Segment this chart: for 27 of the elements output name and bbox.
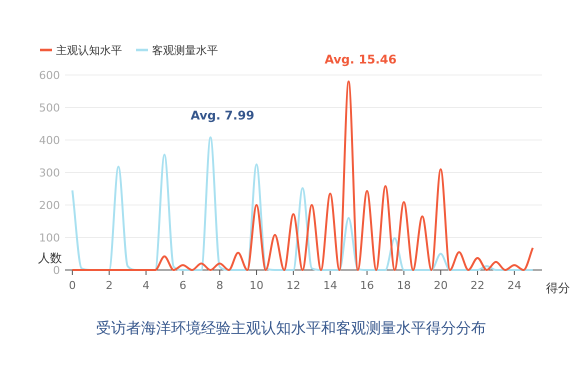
y-tick-label: 200 [39, 199, 60, 212]
x-tick-label: 14 [323, 279, 338, 292]
x-axis-title: 得分 [546, 281, 570, 295]
x-tick-label: 22 [470, 279, 485, 292]
x-tick-label: 6 [179, 279, 186, 292]
y-tick-label: 100 [39, 232, 60, 244]
text: Avg. 15.46 [324, 52, 397, 66]
legend-label: 客观测量水平 [152, 44, 218, 57]
x-tick-label: 10 [250, 279, 264, 292]
x-tick-label: 24 [507, 279, 522, 292]
x-tick-label: 12 [286, 279, 300, 292]
x-tick-label: 18 [396, 279, 411, 292]
annotation: Avg. 7.99 [190, 108, 254, 122]
y-tick-label: 600 [39, 69, 60, 82]
y-tick-label: 500 [39, 102, 60, 114]
x-tick-label: 8 [216, 279, 224, 292]
y-tick-label: 400 [39, 134, 60, 147]
y-tick-label: 0 [53, 264, 60, 277]
x-tick-label: 20 [434, 279, 448, 292]
x-tick-label: 2 [106, 279, 113, 292]
y-axis-title: 人数 [38, 251, 62, 265]
x-tick-label: 0 [68, 279, 76, 292]
text: 受访者海洋环境经验主观认知水平和客观测量水平得分分布 [96, 319, 486, 337]
legend-label: 主观认知水平 [56, 44, 122, 57]
y-tick-label: 300 [39, 166, 60, 180]
x-tick-label: 16 [360, 279, 374, 292]
x-tick-label: 4 [142, 279, 150, 292]
